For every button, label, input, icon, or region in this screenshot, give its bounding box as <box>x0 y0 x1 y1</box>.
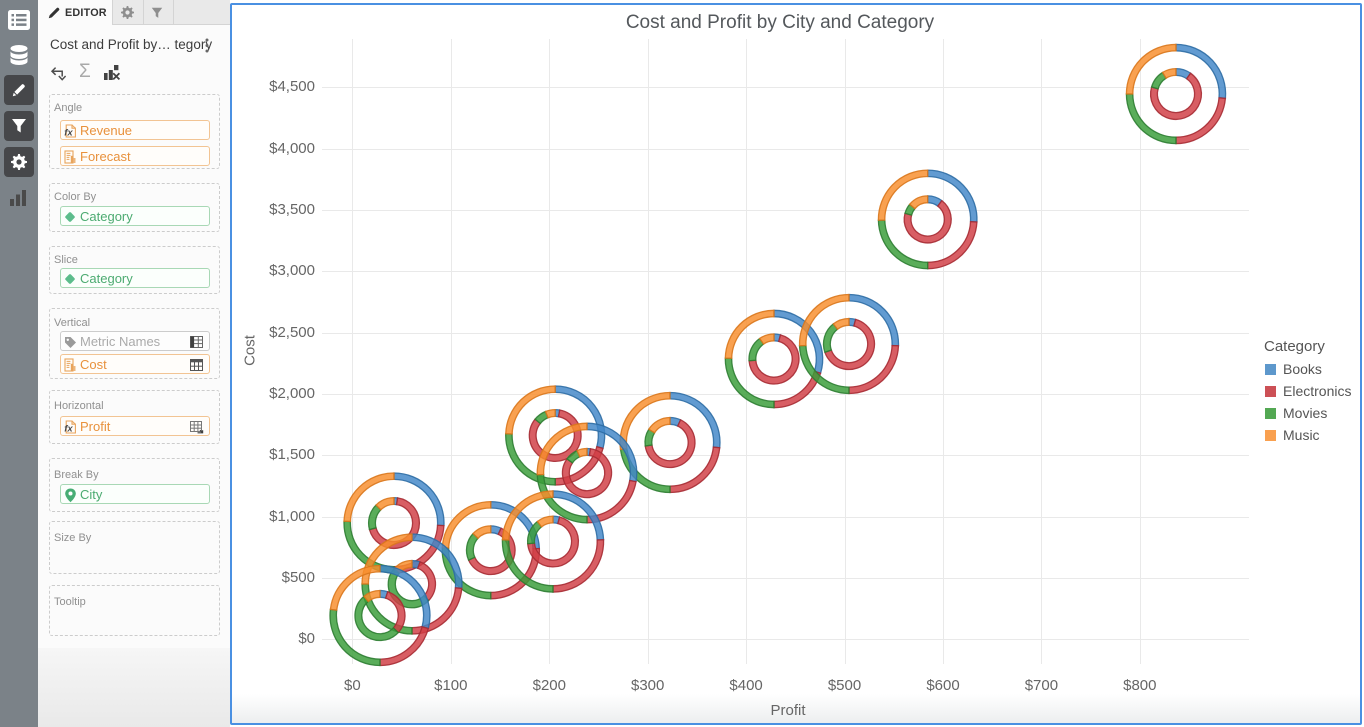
svg-text:fx: fx <box>64 128 73 138</box>
svg-text:fx: fx <box>64 424 73 434</box>
